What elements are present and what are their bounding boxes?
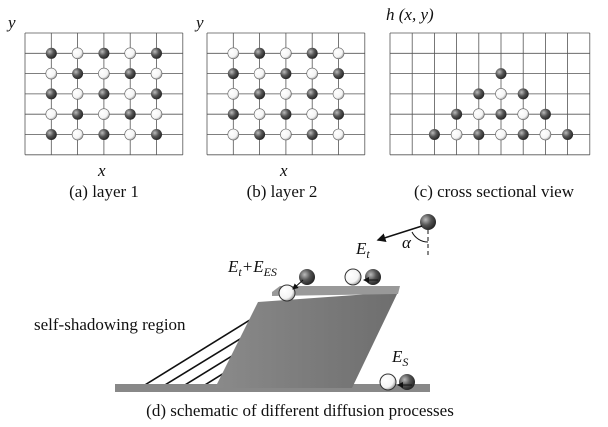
atom	[151, 88, 162, 99]
atom	[307, 109, 318, 120]
atom	[365, 269, 381, 285]
energy-label: Et	[355, 239, 370, 261]
atom	[420, 214, 436, 230]
atom	[280, 109, 291, 120]
atom	[151, 68, 162, 79]
atom	[280, 88, 291, 99]
atom	[307, 68, 318, 79]
atom	[125, 109, 136, 120]
atom	[151, 48, 162, 59]
y-axis-label: h (x, y)	[386, 5, 434, 24]
block	[215, 292, 398, 388]
x-axis-label: x	[279, 161, 288, 180]
atom	[228, 68, 239, 79]
atom	[496, 88, 507, 99]
figure: y x (a) layer 1 y x (b) layer 2 h (x, y)…	[0, 0, 608, 427]
x-axis-label: x	[97, 161, 106, 180]
angle-label: α	[402, 233, 412, 252]
atom	[540, 109, 551, 120]
atom	[333, 109, 344, 120]
atom	[496, 109, 507, 120]
atom	[540, 129, 551, 140]
atom	[280, 68, 291, 79]
caption: (a) layer 1	[69, 182, 139, 201]
atom	[151, 129, 162, 140]
atom	[333, 48, 344, 59]
atom	[151, 109, 162, 120]
atom	[496, 68, 507, 79]
atom	[518, 129, 529, 140]
atom	[72, 129, 83, 140]
atom	[98, 48, 109, 59]
atom	[429, 129, 440, 140]
atom	[254, 129, 265, 140]
atom	[72, 88, 83, 99]
atom	[125, 129, 136, 140]
atom	[473, 129, 484, 140]
atom	[254, 109, 265, 120]
y-axis-label: y	[194, 13, 204, 32]
atom	[280, 48, 291, 59]
atom	[279, 285, 295, 301]
atom	[72, 48, 83, 59]
atom	[451, 129, 462, 140]
atom	[518, 88, 529, 99]
caption: (b) layer 2	[247, 182, 318, 201]
atom	[473, 109, 484, 120]
lattice-grids	[25, 33, 590, 155]
atom	[399, 374, 415, 390]
atom	[98, 129, 109, 140]
atom	[451, 109, 462, 120]
atom	[125, 48, 136, 59]
atom	[254, 88, 265, 99]
atom	[307, 129, 318, 140]
schematic: α Et+EES Et ES self-shadowing region (d)…	[34, 214, 454, 420]
caption: (d) schematic of different diffusion pro…	[146, 401, 454, 420]
atom	[254, 68, 265, 79]
atom	[333, 129, 344, 140]
atom	[125, 88, 136, 99]
atom	[98, 68, 109, 79]
atom	[125, 68, 136, 79]
atom	[299, 269, 315, 285]
atom	[345, 269, 361, 285]
grid	[390, 33, 590, 155]
atom	[333, 88, 344, 99]
atom	[307, 48, 318, 59]
atom	[518, 109, 529, 120]
atom	[98, 88, 109, 99]
atom	[72, 68, 83, 79]
atom	[46, 109, 57, 120]
atom	[280, 129, 291, 140]
atom	[228, 109, 239, 120]
atom	[228, 88, 239, 99]
atom	[46, 88, 57, 99]
atom	[496, 129, 507, 140]
energy-label: Et+EES	[227, 257, 277, 279]
atom	[254, 48, 265, 59]
atom	[228, 129, 239, 140]
energy-label: ES	[391, 347, 408, 369]
atom	[228, 48, 239, 59]
atom	[562, 129, 573, 140]
atom	[307, 88, 318, 99]
atom	[46, 48, 57, 59]
atom	[333, 68, 344, 79]
caption: (c) cross sectional view	[414, 182, 575, 201]
atom	[46, 68, 57, 79]
region-label: self-shadowing region	[34, 315, 186, 334]
atom	[380, 374, 396, 390]
atom	[98, 109, 109, 120]
atom	[473, 88, 484, 99]
atom	[72, 109, 83, 120]
atom	[46, 129, 57, 140]
y-axis-label: y	[6, 13, 16, 32]
